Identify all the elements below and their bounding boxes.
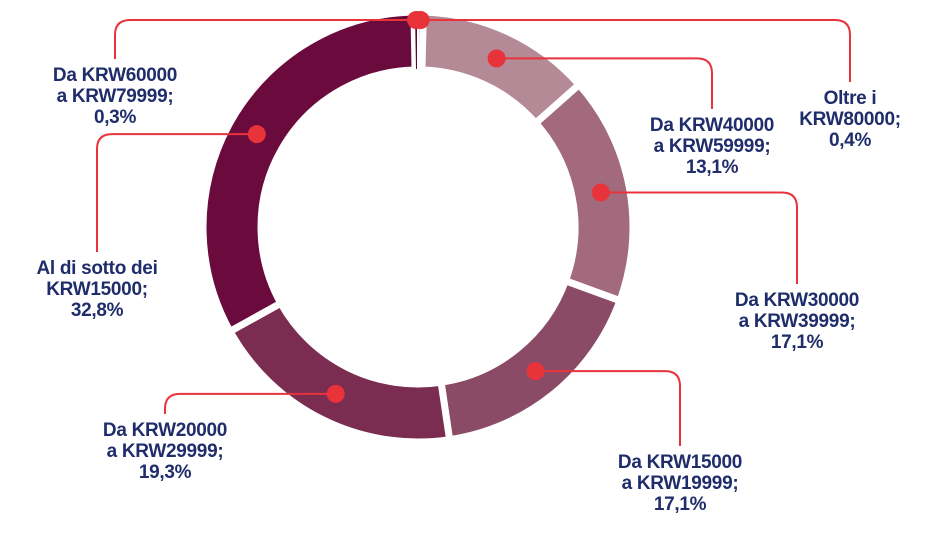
leader-dot (407, 11, 426, 30)
value-label: 0,3% (93, 107, 137, 128)
category-label: Da KRW20000 a KRW29999; (102, 420, 228, 462)
leader-line (420, 19, 851, 82)
category-label: Al di sotto dei KRW15000; (36, 258, 158, 300)
leader-line (114, 19, 417, 59)
slice-label: Da KRW40000 a KRW59999; 13,1% (647, 115, 777, 178)
category-label: Da KRW15000 a KRW19999; (617, 452, 743, 494)
leader-dot (526, 362, 545, 381)
donut-segment (225, 298, 454, 446)
value-label: 19,3% (138, 462, 192, 483)
leader-line (496, 57, 713, 109)
value-label: 32,8% (70, 300, 124, 321)
value-label: 0,4% (828, 130, 872, 151)
leader-line (600, 191, 798, 284)
slice-label: Al di sotto dei KRW15000; 32,8% (17, 258, 177, 321)
leader-dot (591, 183, 610, 202)
leader-line (535, 370, 681, 446)
leader-line (96, 133, 257, 252)
donut-segment (199, 8, 419, 337)
value-label: 13,1% (685, 157, 739, 178)
slice-label: Da KRW30000 a KRW39999; 17,1% (732, 290, 862, 353)
leader-dot (326, 384, 345, 403)
leader-dot (247, 125, 266, 144)
slice-label: Oltre i KRW80000; 0,4% (785, 88, 915, 151)
category-label: Da KRW30000 a KRW39999; (734, 290, 860, 332)
leader-line (164, 392, 336, 414)
slice-label: Da KRW20000 a KRW29999; 19,3% (100, 420, 230, 483)
value-label: 17,1% (653, 494, 707, 515)
slice-label: Da KRW15000 a KRW19999; 17,1% (615, 452, 745, 515)
donut-segment (437, 276, 625, 444)
value-label: 17,1% (770, 332, 824, 353)
category-label: Da KRW40000 a KRW59999; (649, 115, 775, 157)
category-label: Da KRW60000 a KRW79999; (52, 65, 178, 107)
slice-label: Da KRW60000 a KRW79999; 0,3% (50, 65, 180, 128)
category-label: Oltre i KRW80000; (799, 88, 901, 130)
leader-dot (487, 49, 506, 68)
